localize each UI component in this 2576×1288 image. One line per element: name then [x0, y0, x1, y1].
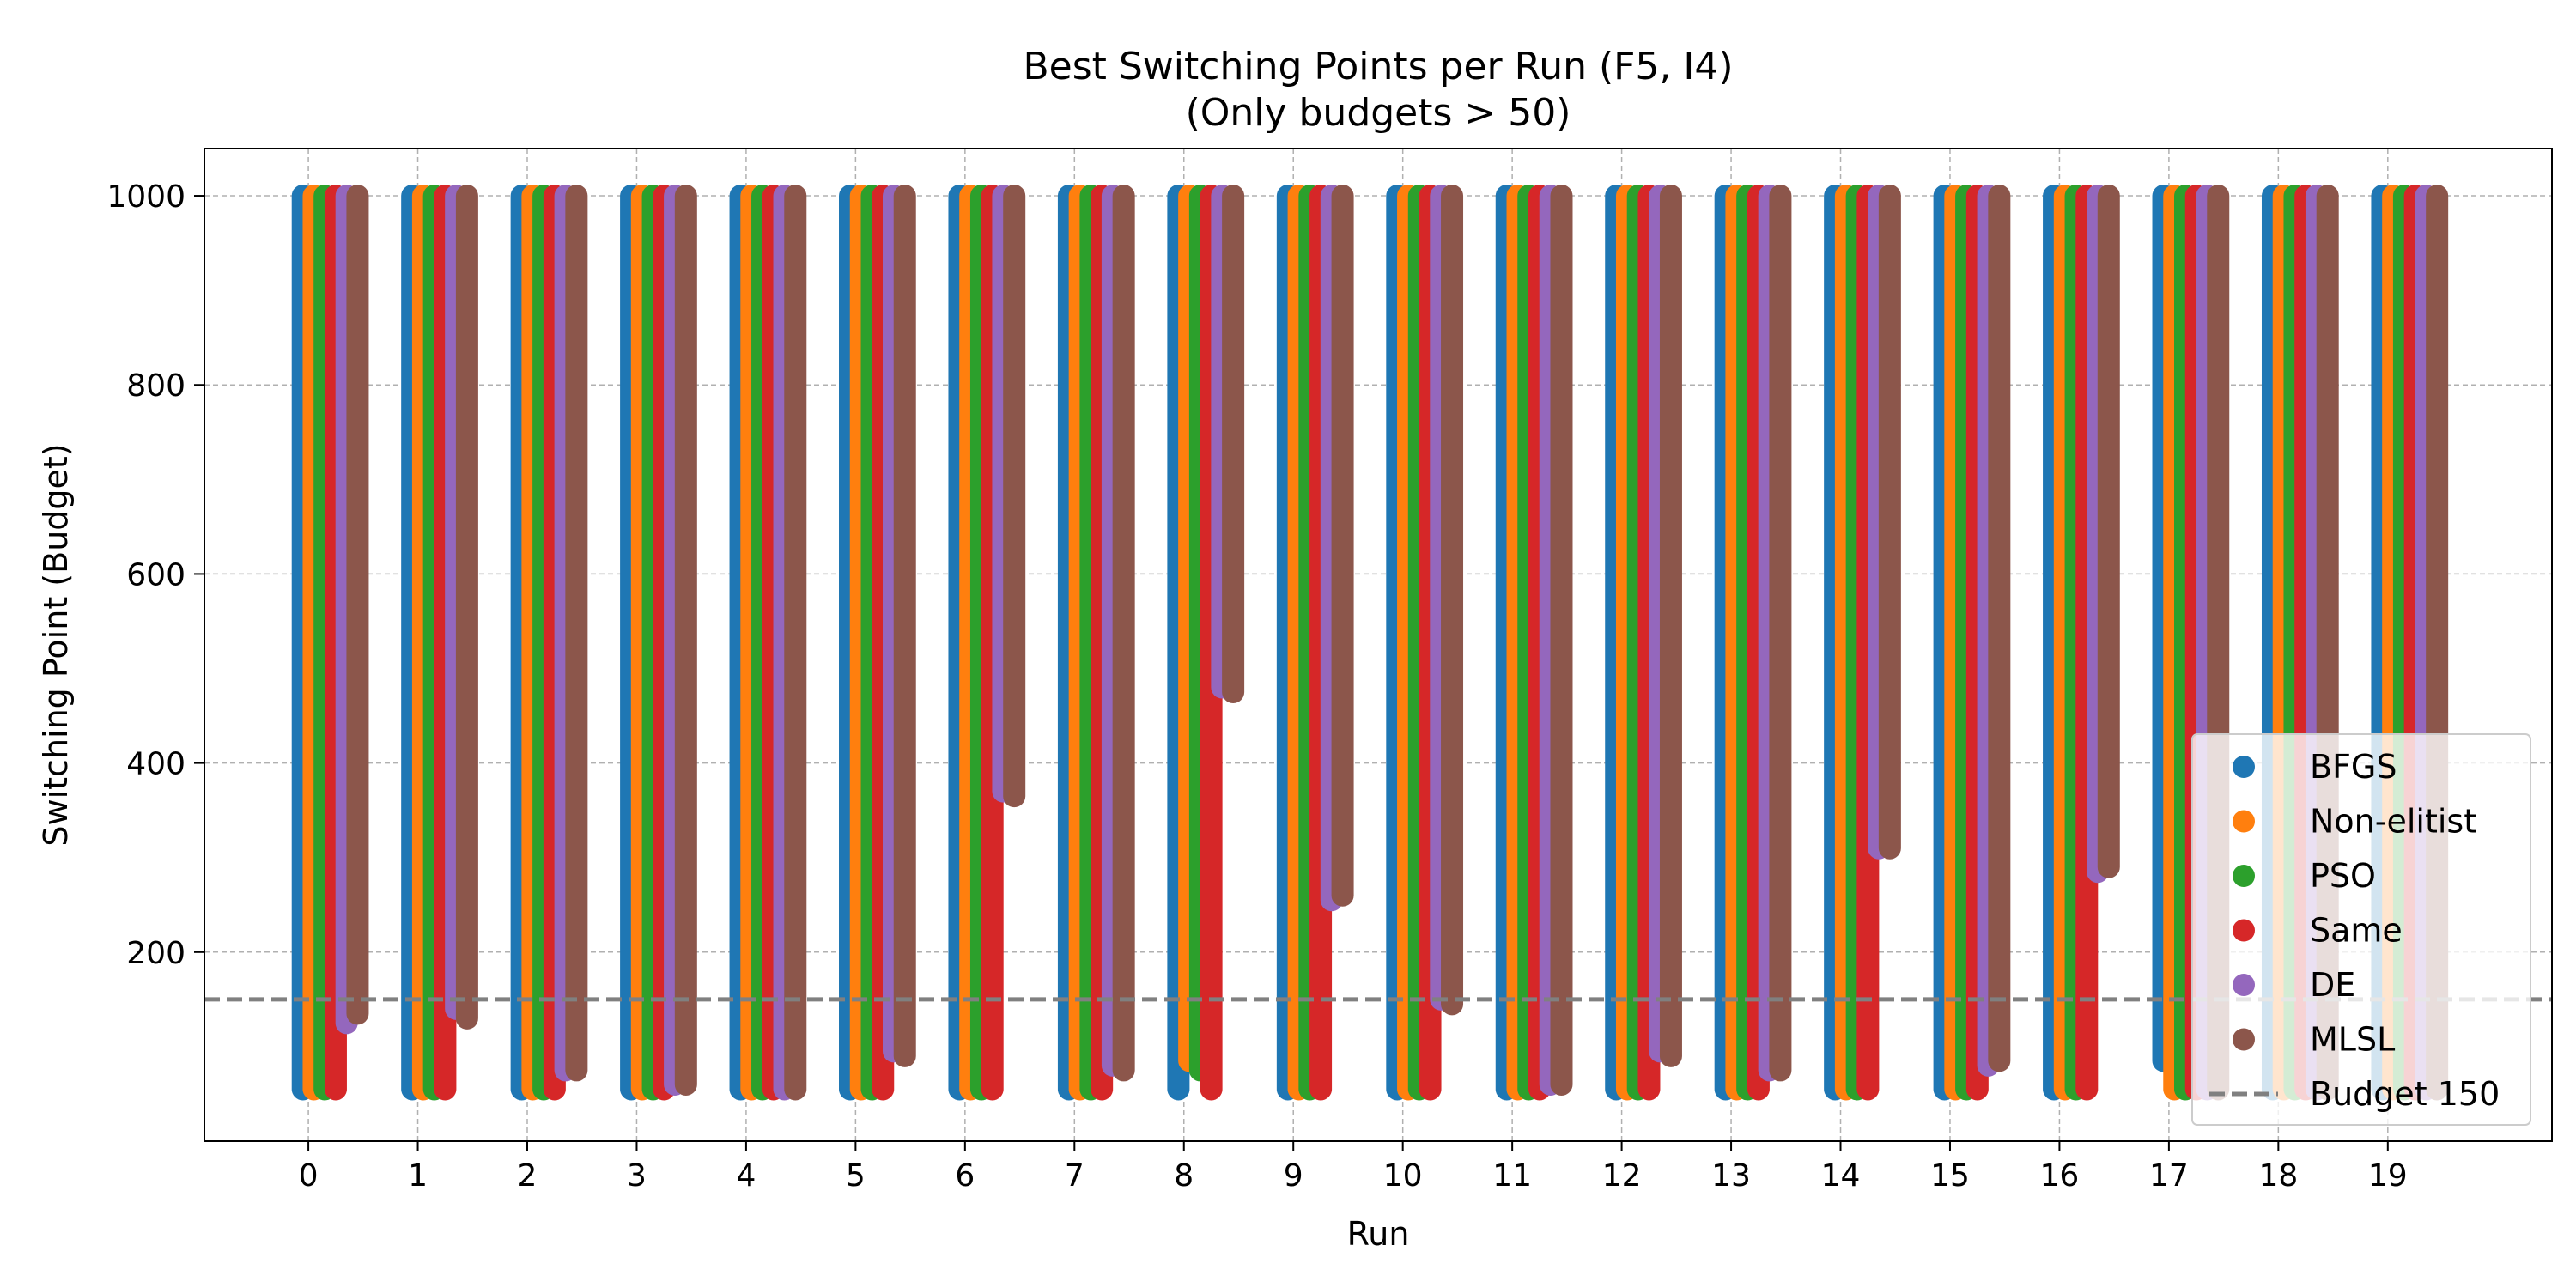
x-tick-label: 4 [736, 1158, 756, 1194]
x-tick-label: 17 [2149, 1158, 2189, 1194]
y-axis-label: Switching Point (Budget) [37, 443, 75, 846]
x-tick-label: 15 [1930, 1158, 1970, 1194]
series-mlsl [346, 185, 2449, 1101]
y-tick-label: 800 [126, 368, 185, 404]
x-tick-label: 16 [2040, 1158, 2080, 1194]
x-tick-label: 1 [408, 1158, 428, 1194]
y-tick-label: 400 [126, 747, 185, 782]
legend-box [2191, 733, 2531, 1126]
plot-frame [204, 148, 2553, 1142]
y-tick-label: 200 [126, 936, 185, 971]
x-axis-label: Run [1347, 1215, 1410, 1253]
y-tick-label: 600 [126, 557, 185, 592]
x-tick-label: 19 [2368, 1158, 2408, 1194]
legend-label: Budget 150 [2310, 1075, 2500, 1113]
legend-marker [2233, 919, 2255, 942]
x-tick-label: 8 [1174, 1158, 1194, 1194]
x-tick-label: 9 [1284, 1158, 1303, 1194]
x-tick-label: 2 [518, 1158, 538, 1194]
x-tick-label: 13 [1711, 1158, 1751, 1194]
legend-label: DE [2310, 966, 2355, 1004]
x-tick-label: 12 [1602, 1158, 1642, 1194]
y-tick-label: 1000 [106, 179, 185, 215]
legend-label: Non-elitist [2310, 803, 2476, 841]
legend-label: PSO [2310, 857, 2376, 895]
x-tick-label: 6 [955, 1158, 975, 1194]
legend-marker [2233, 974, 2255, 996]
x-tick-label: 14 [1821, 1158, 1861, 1194]
legend-marker [2233, 865, 2255, 887]
x-tick-label: 5 [846, 1158, 866, 1194]
legend-label: BFGS [2310, 748, 2397, 786]
legend-marker [2233, 756, 2255, 778]
chart-title: Best Switching Points per Run (F5, I4) [1023, 45, 1733, 88]
tick-layer: 0 1 2 3 4 5 6 7 8 9 10 11 12 13 14 15 16 17 18 192004006008… [106, 179, 2407, 1194]
legend: BFGS Non-elitist PSO Same DE MLSL Budget 150 [2191, 733, 2531, 1126]
data-layer [291, 185, 2449, 1101]
legend-marker [2233, 810, 2255, 833]
x-tick-label: 3 [627, 1158, 647, 1194]
x-tick-label: 18 [2258, 1158, 2298, 1194]
legend-label: MLSL [2310, 1021, 2395, 1059]
legend-label: Same [2310, 912, 2403, 950]
x-tick-label: 10 [1383, 1158, 1423, 1194]
x-tick-label: 0 [299, 1158, 319, 1194]
chart-subtitle: (Only budgets > 50) [1186, 91, 1571, 135]
legend-marker [2233, 1028, 2255, 1051]
x-tick-label: 7 [1065, 1158, 1084, 1194]
x-tick-label: 11 [1492, 1158, 1532, 1194]
